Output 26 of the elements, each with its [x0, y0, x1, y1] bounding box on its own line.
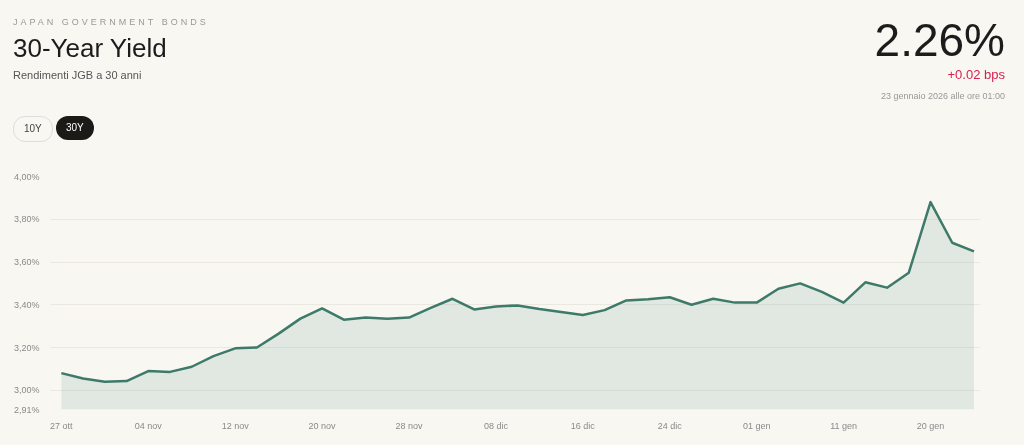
y-tick-label: 3,80% [13, 214, 40, 225]
y-tick-label: 3,60% [13, 257, 40, 267]
x-tick-label: 16 dic [570, 420, 596, 431]
text: 30Y [56, 116, 94, 141]
x-tick-label: 28 nov [395, 420, 424, 431]
text: 2.26% [874, 14, 1005, 66]
y-tick-label: 3,00% [13, 385, 40, 396]
chart-title: 30-Year Yield [13, 32, 167, 65]
x-tick-label: 27 ott [50, 420, 74, 431]
text: JAPAN GOVERNMENT BONDS [13, 16, 209, 29]
y-tick-label: 4,00% [13, 171, 40, 182]
x-tick-label: 11 gen [830, 420, 858, 431]
text: 10Y [13, 116, 53, 143]
y-tick-label: 3,40% [13, 299, 40, 310]
x-tick-label: 08 dic [483, 420, 509, 431]
x-tick-label: 12 nov [221, 420, 250, 431]
text: 23 gennaio 2026 alle ore 01:00 [880, 90, 1005, 103]
x-tick-label: 20 gen [916, 420, 945, 431]
x-tick-label: 20 nov [308, 420, 337, 431]
x-tick-label: 01 gen [742, 420, 771, 431]
chart-subtitle: Rendimenti JGB a 30 anni [13, 68, 142, 83]
y-tick-label: 3,20% [13, 342, 40, 353]
y-tick-label: 2,91% [13, 404, 40, 415]
x-tick-label: 24 dic [657, 420, 683, 431]
x-tick-label: 04 nov [134, 420, 163, 431]
text: +0.02 bps [947, 66, 1005, 84]
